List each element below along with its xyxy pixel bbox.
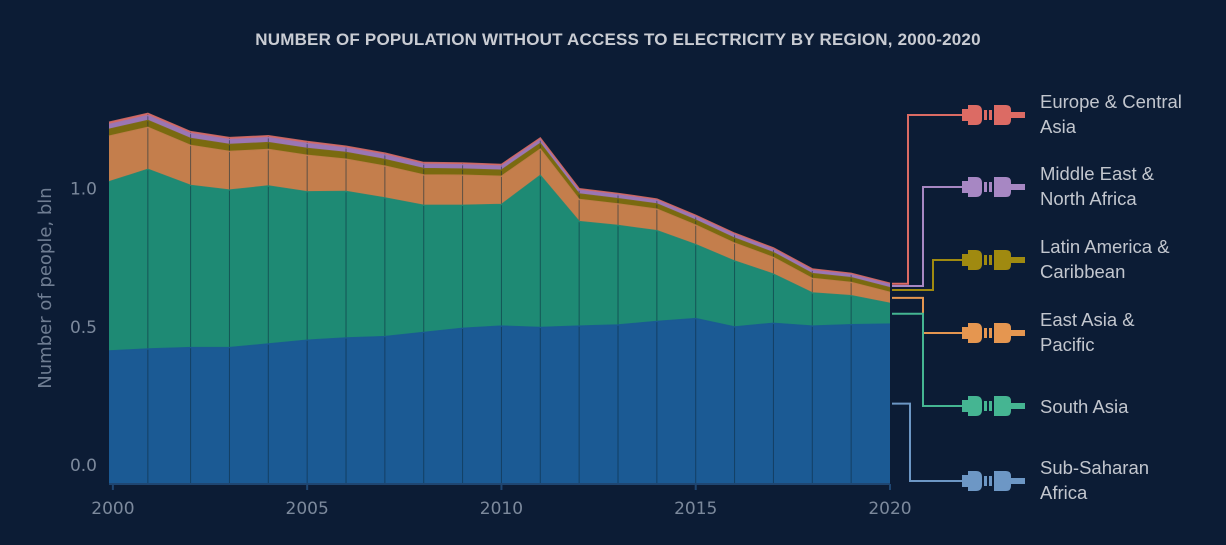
- y-tick-label: 0.0: [70, 456, 97, 476]
- plot-areas: [109, 113, 890, 483]
- x-tick-label: 2005: [286, 499, 329, 519]
- x-tick-label: 2015: [674, 499, 717, 519]
- legend-label: Africa: [1040, 482, 1088, 503]
- legend-connector: [892, 296, 962, 334]
- chart-title: NUMBER OF POPULATION WITHOUT ACCESS TO E…: [255, 30, 980, 49]
- legend-item-middle-east-and-north-africa: Middle East & North Africa: [892, 163, 1155, 287]
- x-tick-label: 2000: [91, 499, 134, 519]
- legend: Europe & Central Asia Middle East & North A…: [892, 91, 1182, 503]
- area-edge-latin-america-and-caribbean: [108, 119, 891, 289]
- legend-label: Asia: [1040, 116, 1077, 137]
- legend-label: Europe & Central: [1040, 91, 1182, 112]
- area-edge-sub-saharan-africa: [108, 317, 891, 352]
- legend-label: East Asia &: [1040, 309, 1135, 330]
- plug-icon: [962, 105, 1025, 125]
- legend-label: Pacific: [1040, 334, 1095, 355]
- legend-item-europe-and-central-asia: Europe & Central Asia: [892, 91, 1182, 285]
- legend-label: Caribbean: [1040, 261, 1125, 282]
- legend-label: Sub-Saharan: [1040, 457, 1149, 478]
- legend-item-sub-saharan-africa: Sub-Saharan Africa: [892, 402, 1149, 503]
- area-east-asia-and-pacific: [109, 127, 890, 304]
- legend-item-east-asia-and-pacific: East Asia & Pacific: [892, 296, 1135, 355]
- y-axis: 0.0 0.5 1.0: [70, 180, 97, 476]
- plug-icon: [962, 250, 1025, 270]
- plug-icon: [962, 396, 1025, 416]
- area-edge-europe-and-central-asia: [108, 112, 891, 284]
- plug-icon: [962, 471, 1025, 491]
- legend-label: Latin America &: [1040, 236, 1170, 257]
- plot-edges: [108, 112, 891, 483]
- y-tick-label: 1.0: [70, 180, 97, 200]
- area-edge-east-asia-and-pacific: [108, 126, 891, 294]
- legend-item-south-asia: South Asia: [892, 312, 1129, 417]
- x-tick-label: 2010: [480, 499, 523, 519]
- area-edge-middle-east-and-north-africa: [108, 114, 891, 285]
- y-tick-label: 0.5: [70, 318, 97, 338]
- plug-icon: [962, 177, 1025, 197]
- legend-connector: [892, 114, 962, 285]
- legend-label: Middle East &: [1040, 163, 1155, 184]
- legend-connector: [892, 402, 962, 482]
- legend-connector: [892, 186, 962, 287]
- area-south-asia: [109, 169, 890, 351]
- legend-connector: [892, 259, 962, 291]
- x-axis: 2000 2005 2010 2015 2020: [91, 483, 912, 519]
- x-tick-label: 2020: [868, 499, 911, 519]
- area-edge-south-asia: [108, 168, 891, 305]
- legend-connector: [892, 312, 962, 407]
- y-axis-label: Number of people, bln: [35, 187, 56, 388]
- legend-label: North Africa: [1040, 188, 1137, 209]
- legend-label: South Asia: [1040, 396, 1129, 417]
- legend-item-latin-america-and-caribbean: Latin America & Caribbean: [892, 236, 1170, 291]
- area-sub-saharan-africa: [109, 318, 890, 483]
- plug-icon: [962, 323, 1025, 343]
